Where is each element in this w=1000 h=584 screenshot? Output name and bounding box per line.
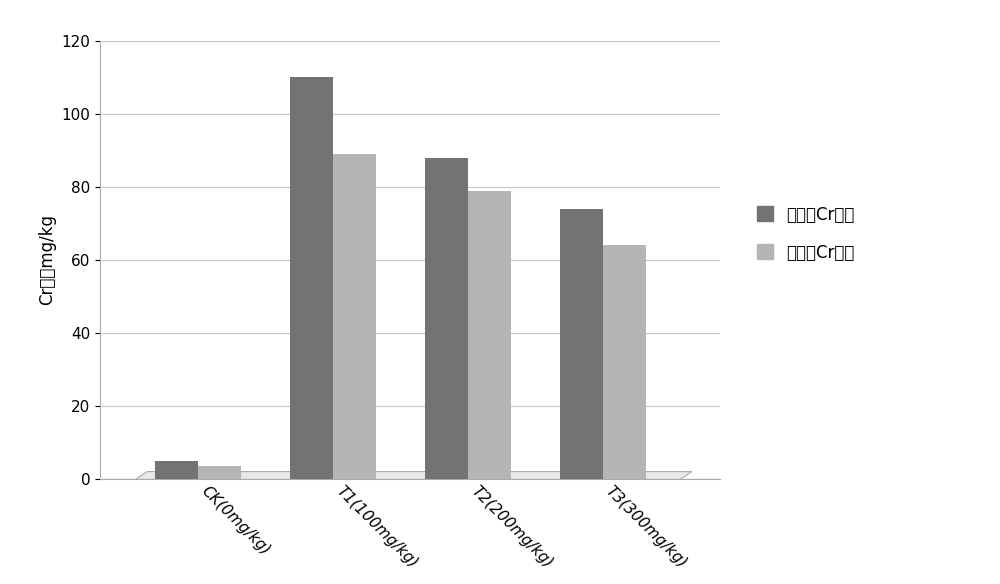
Legend: 地上部Cr含量, 地下部Cr含量: 地上部Cr含量, 地下部Cr含量 — [748, 197, 863, 270]
Bar — [425, 158, 468, 479]
Bar — [198, 466, 241, 479]
Bar — [155, 461, 198, 479]
Bar — [333, 154, 376, 479]
Polygon shape — [128, 472, 692, 484]
Bar — [560, 209, 603, 479]
Y-axis label: Cr含量mg/kg: Cr含量mg/kg — [38, 214, 56, 305]
Bar — [468, 190, 511, 479]
Bar — [290, 78, 333, 479]
Bar — [603, 245, 646, 479]
